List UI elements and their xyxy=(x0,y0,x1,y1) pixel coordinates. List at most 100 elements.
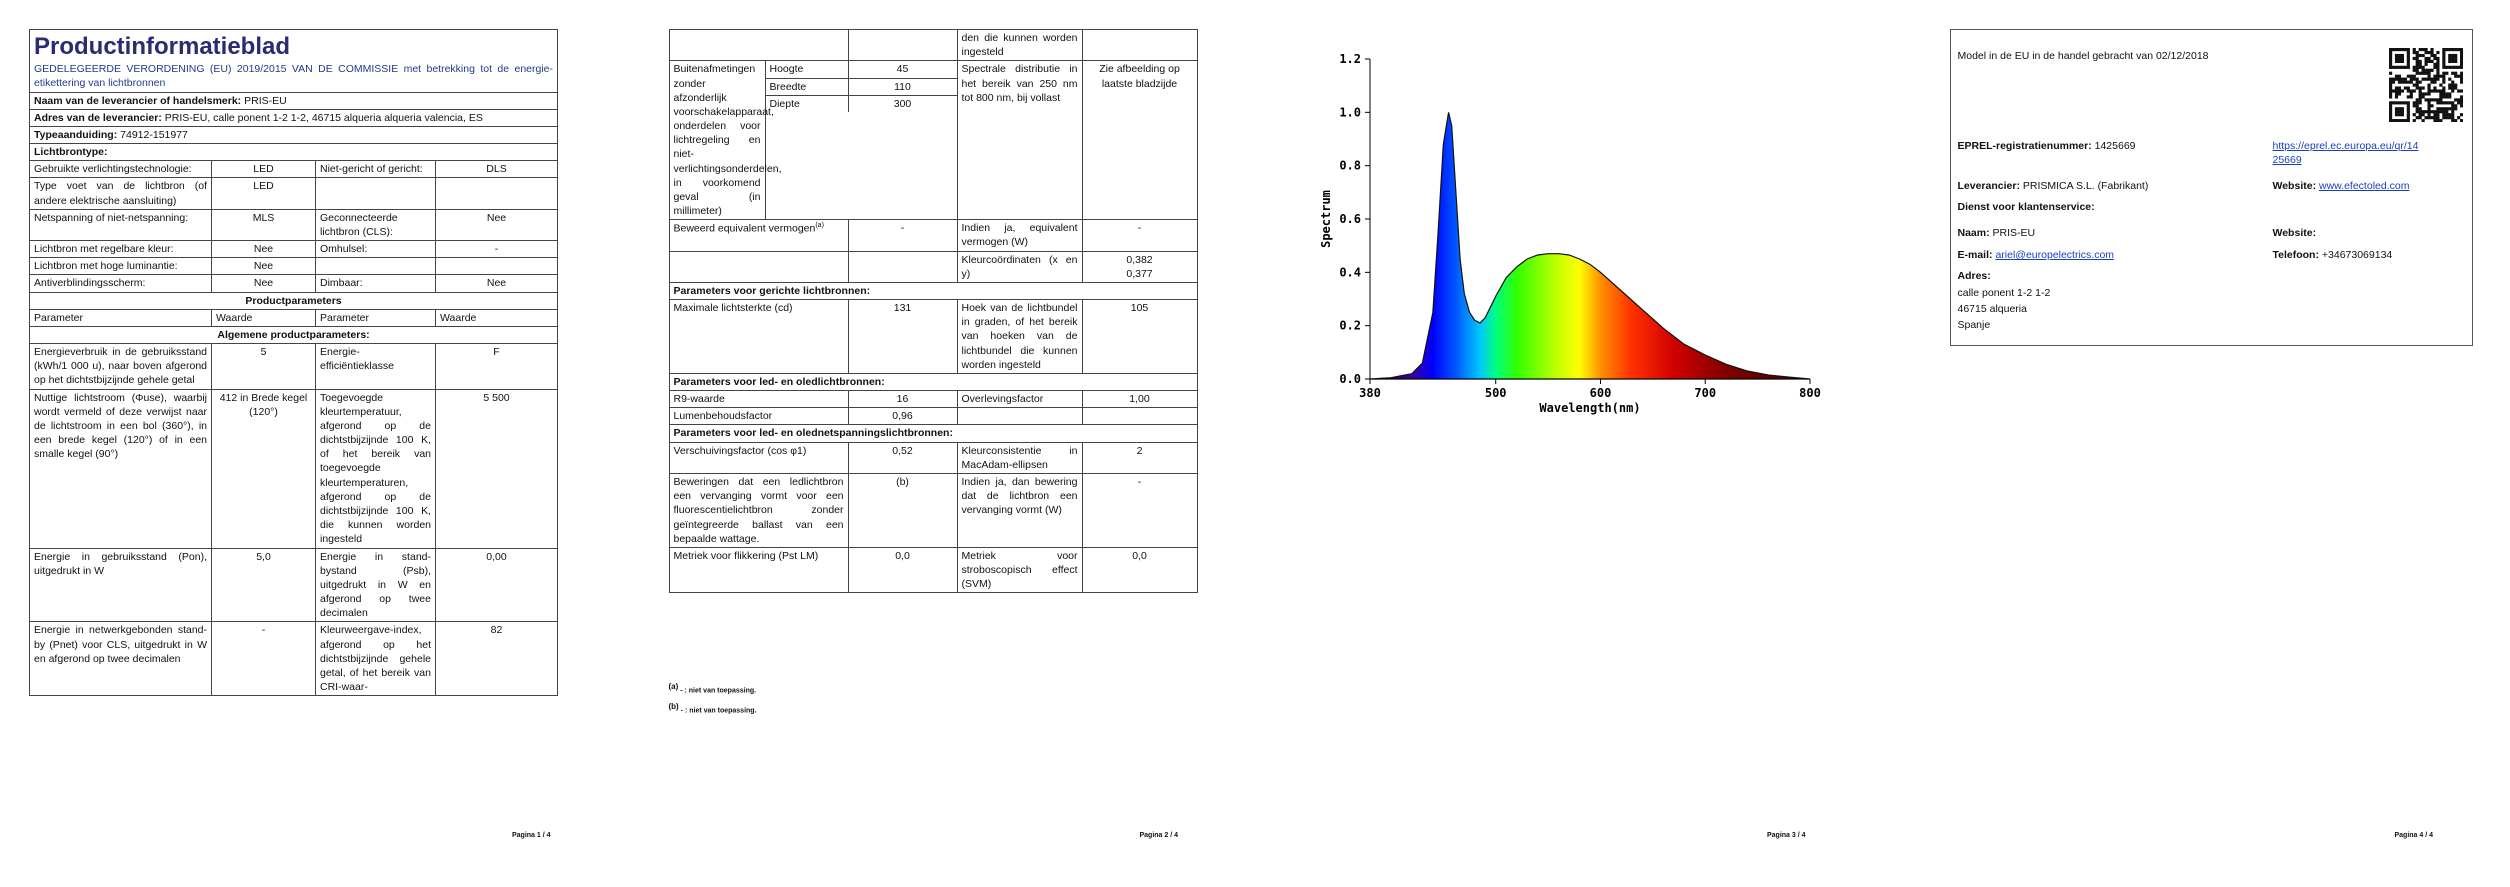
qr-module xyxy=(2432,113,2437,117)
website-link[interactable]: www.efectoled.com xyxy=(2319,180,2410,192)
qr-module xyxy=(2450,56,2454,61)
qr-module xyxy=(2459,53,2463,58)
text: Verschuivingsfactor (cos φ1) 0,52 Kleurcon… xyxy=(668,441,1198,594)
table-row: Gebruikte verlichtingstechnologie: LED Nie… xyxy=(29,160,559,179)
qr-module xyxy=(2394,110,2398,114)
qr-module xyxy=(2418,98,2422,102)
text: Naam van de leverancier of handelsmerk: … xyxy=(29,91,559,110)
qr-module xyxy=(2429,104,2434,108)
qr-module xyxy=(2400,53,2404,58)
qr-module xyxy=(2432,53,2437,58)
y-axis-label: Spectrum xyxy=(1319,190,1333,248)
text: +34673069134 xyxy=(2321,249,2393,261)
qr-module xyxy=(2415,86,2419,90)
qr-module xyxy=(2418,116,2422,120)
qr-module xyxy=(2406,56,2410,61)
table-row: Beweringen dat een ledlichtbron een verv… xyxy=(668,472,1198,548)
qr-module xyxy=(2394,95,2398,99)
qr-module xyxy=(2444,48,2448,52)
table-cell: Spectrale distributie in het bereik van … xyxy=(956,60,1083,221)
qr-module xyxy=(2429,68,2434,72)
qr-module xyxy=(2426,113,2431,117)
label-cell: Gebruikte verlichtingstechnologie: xyxy=(29,160,212,179)
qr-module xyxy=(2415,98,2419,102)
qr-module xyxy=(2441,71,2445,75)
qr-code[interactable] xyxy=(2388,48,2463,122)
qr-module xyxy=(2444,101,2448,105)
qr-module xyxy=(2450,101,2454,105)
qr-module xyxy=(2426,68,2431,72)
qr-module xyxy=(2435,50,2440,55)
qr-module xyxy=(2426,83,2431,87)
qr-module xyxy=(2444,107,2448,111)
table-cell: Naam van de leverancier of handelsmerk: … xyxy=(29,91,559,110)
text: Naam van de leverancier of handelsmerk: xyxy=(34,94,242,107)
qr-module xyxy=(2459,80,2463,84)
qr-module xyxy=(2441,107,2445,111)
text: Hoogte 45 xyxy=(765,61,957,79)
qr-module xyxy=(2391,48,2395,52)
text: Model in de EU in de handel gebracht van… xyxy=(1957,50,2209,62)
qr-module xyxy=(2388,95,2392,99)
qr-module xyxy=(2397,107,2401,111)
footnote: (a) - : niet van toepassing. xyxy=(669,682,757,694)
info-box xyxy=(1949,29,2473,346)
qr-module xyxy=(2406,74,2410,78)
table-cell xyxy=(668,29,849,62)
qr-module xyxy=(2397,59,2401,63)
qr-module xyxy=(2424,62,2428,66)
text: Website: xyxy=(2273,227,2317,239)
qr-module xyxy=(2415,116,2419,120)
qr-module xyxy=(2424,92,2428,96)
value-cell: - xyxy=(1081,472,1198,548)
qr-module xyxy=(2438,95,2442,99)
eprel-link[interactable]: https://eprel.ec.europa.eu/qr/1425669 xyxy=(2272,140,2419,166)
email-link[interactable]: ariel@europelectrics.com xyxy=(1995,249,2115,261)
qr-module xyxy=(2394,86,2398,90)
text: Diepte 300 xyxy=(766,95,957,112)
qr-module xyxy=(2453,53,2457,58)
text: den die kunnen worden ingesteld Buitenaf… xyxy=(668,29,1198,301)
qr-module xyxy=(2391,80,2395,84)
qr-module xyxy=(2453,119,2457,122)
qr-module xyxy=(2426,92,2431,96)
table-row: Metriek voor flikkering (Pst LM) 0,0 Metri… xyxy=(668,546,1198,594)
value-cell: 0,96 xyxy=(847,407,958,426)
qr-module xyxy=(2432,89,2437,93)
qr-module xyxy=(2394,77,2398,81)
qr-module xyxy=(2397,89,2401,93)
y-tick-label: 1.2 xyxy=(1339,52,1361,66)
text: E-mail: xyxy=(1957,249,1993,261)
text: Productinformatieblad GEDELEGEERDE VEROR… xyxy=(29,29,559,93)
qr-module xyxy=(2406,110,2410,114)
qr-module xyxy=(2400,101,2404,105)
value-cell xyxy=(434,177,559,210)
text: Dienst voor klantenservice: xyxy=(1957,201,2095,213)
qr-module xyxy=(2447,116,2451,120)
qr-module xyxy=(2418,71,2422,75)
qr-module xyxy=(2418,89,2422,93)
qr-module xyxy=(2400,77,2404,81)
header-cell: Productinformatieblad GEDELEGEERDE VEROR… xyxy=(29,29,559,93)
table-cell: Hoogte 45 Breedte 110 Diepte 300 xyxy=(764,60,958,221)
qr-module xyxy=(2426,104,2431,108)
qr-module xyxy=(2424,98,2428,102)
qr-module xyxy=(2435,62,2440,66)
qr-module xyxy=(2397,48,2401,52)
qr-module xyxy=(2459,56,2463,61)
text: PRIS-EU xyxy=(244,94,287,107)
qr-module xyxy=(2421,95,2425,99)
dimensions-table: Hoogte 45 Breedte 110 Diepte 300 xyxy=(765,61,957,112)
qr-module xyxy=(2424,116,2428,120)
qr-module xyxy=(2432,62,2437,66)
qr-module xyxy=(2450,86,2454,90)
qr-module xyxy=(2388,86,2392,90)
qr-module xyxy=(2432,119,2437,122)
qr-module xyxy=(2441,86,2445,90)
qr-module xyxy=(2441,59,2445,63)
qr-module xyxy=(2391,89,2395,93)
text: (a) xyxy=(815,222,824,230)
qr-module xyxy=(2403,119,2407,122)
qr-module xyxy=(2418,101,2422,105)
qr-module xyxy=(2447,59,2451,63)
